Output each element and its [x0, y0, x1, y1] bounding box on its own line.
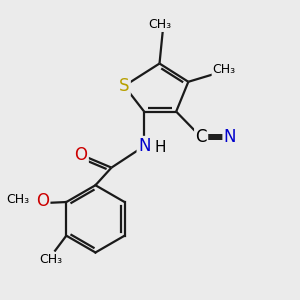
Text: CH₃: CH₃: [213, 63, 236, 76]
Text: C: C: [195, 128, 207, 146]
Text: N: N: [138, 137, 150, 155]
Text: S: S: [119, 77, 130, 95]
Text: O: O: [36, 192, 49, 210]
Text: N: N: [224, 128, 236, 146]
Text: H: H: [154, 140, 166, 155]
Text: CH₃: CH₃: [6, 193, 29, 206]
Text: O: O: [74, 146, 88, 164]
Text: CH₃: CH₃: [40, 253, 63, 266]
Text: CH₃: CH₃: [148, 18, 171, 31]
